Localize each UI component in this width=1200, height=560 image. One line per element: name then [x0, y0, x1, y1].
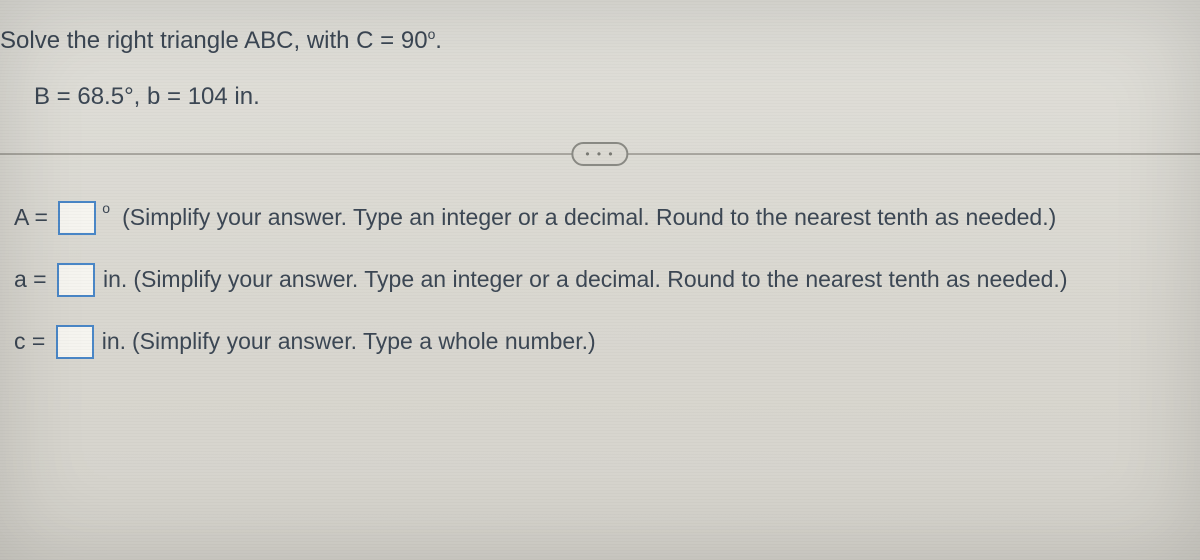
answer-label-c: c = — [14, 328, 52, 355]
answer-row-c: c = in. (Simplify your answer. Type a wh… — [14, 325, 1200, 359]
answers-block: A = o (Simplify your answer. Type an int… — [0, 201, 1200, 359]
page-root: Solve the right triangle ABC, with C = 9… — [0, 0, 1200, 560]
question-line-2: B = 68.5°, b = 104 in. — [34, 78, 1180, 116]
question-block: Solve the right triangle ABC, with C = 9… — [0, 0, 1200, 117]
unit-c: in. — [102, 328, 126, 355]
answer-label-a: a = — [14, 266, 53, 293]
unit-a: in. — [103, 266, 127, 293]
answer-label-A: A = — [14, 204, 54, 231]
answer-hint-a: (Simplify your answer. Type an integer o… — [133, 266, 1067, 293]
answer-input-c[interactable] — [56, 325, 94, 359]
answer-input-A[interactable] — [58, 201, 96, 235]
answer-hint-c: (Simplify your answer. Type a whole numb… — [132, 328, 596, 355]
question-text-1a: Solve the right triangle ABC, with C = 9… — [0, 27, 428, 54]
answer-row-A: A = o (Simplify your answer. Type an int… — [14, 201, 1200, 235]
question-line-1: Solve the right triangle ABC, with C = 9… — [0, 22, 1180, 60]
answer-row-a: a = in. (Simplify your answer. Type an i… — [14, 263, 1200, 297]
answer-input-a[interactable] — [57, 263, 95, 297]
degree-unit: o — [102, 200, 110, 216]
expand-pill[interactable]: • • • — [571, 142, 628, 166]
divider: • • • — [0, 153, 1200, 155]
question-text-1b: . — [435, 27, 442, 54]
answer-hint-A: (Simplify your answer. Type an integer o… — [122, 204, 1056, 231]
